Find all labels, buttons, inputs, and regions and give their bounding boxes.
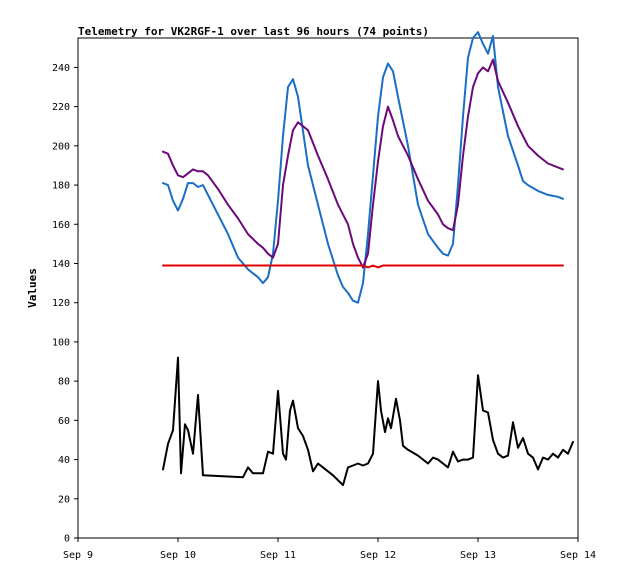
chart-title: Telemetry for VK2RGF-1 over last 96 hour…: [78, 25, 429, 38]
x-axis-ticks: Sep 9 Sep 10 Sep 11 Sep 12 Sep 13 Sep 14: [63, 538, 596, 561]
series-line-1: [162, 31, 564, 304]
y-tick-label: 200: [52, 141, 70, 152]
y-tick-label: 160: [52, 220, 70, 231]
x-tick-label: Sep 9: [63, 550, 93, 561]
x-tick-label: Sep 11: [260, 550, 296, 561]
series-layer: [162, 31, 574, 487]
y-tick-label: 140: [52, 259, 70, 270]
y-tick-label: 40: [58, 455, 70, 466]
plot-frame: [77, 37, 579, 539]
x-tick-label: Sep 12: [360, 550, 396, 561]
x-tick-label: Sep 13: [460, 550, 496, 561]
y-tick-label: 60: [58, 416, 70, 427]
series-line-2: [162, 58, 564, 269]
y-axis-label: Values: [26, 268, 39, 308]
x-tick-label: Sep 10: [160, 550, 196, 561]
y-tick-label: 20: [58, 494, 70, 505]
y-tick-label: 80: [58, 377, 70, 388]
y-tick-label: 180: [52, 181, 70, 192]
y-tick-label: 0: [64, 534, 70, 545]
y-tick-label: 240: [52, 63, 70, 74]
x-tick-label: Sep 14: [560, 550, 596, 561]
series-line-3: [162, 264, 564, 269]
y-tick-label: 220: [52, 102, 70, 113]
y-tick-label: 100: [52, 337, 70, 348]
y-tick-label: 120: [52, 298, 70, 309]
series-line-4: [162, 356, 574, 487]
y-axis-ticks: 0 20 40 60 80 100 120 140 160 180 200 220 240: [52, 63, 78, 545]
